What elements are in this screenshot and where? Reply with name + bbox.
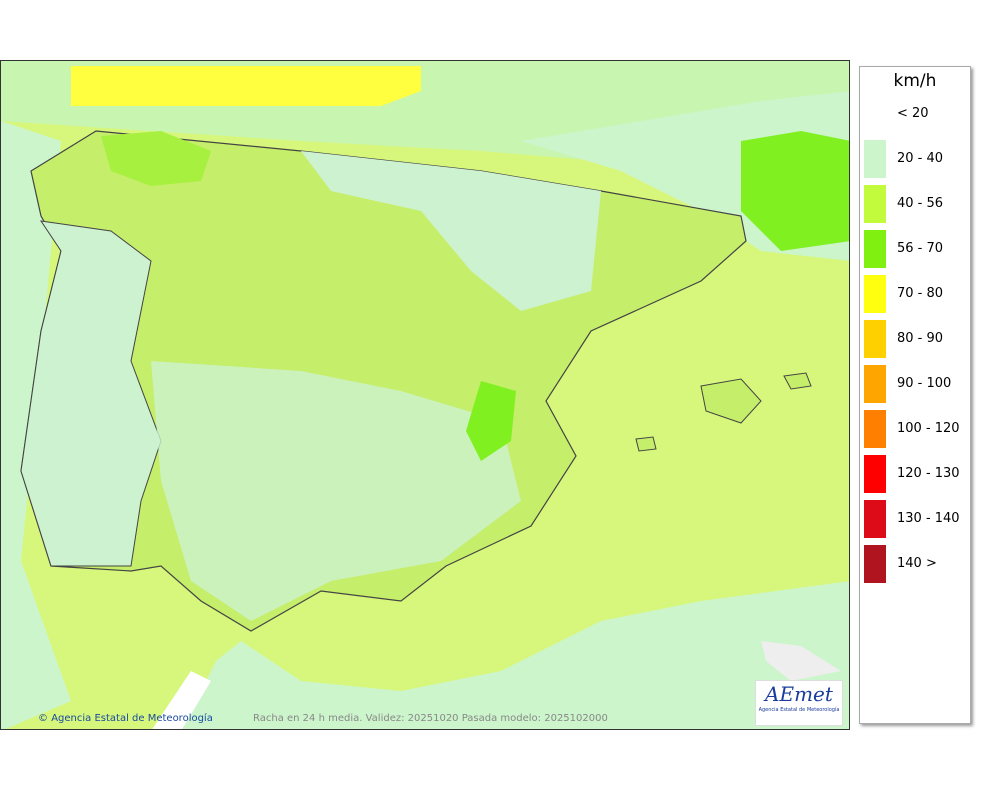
legend-label: 100 - 120 bbox=[897, 421, 960, 436]
logo-name: AEmet bbox=[765, 682, 833, 706]
legend-label: 80 - 90 bbox=[897, 331, 944, 346]
credit-text: Agencia Estatal de Meteorología bbox=[51, 713, 213, 724]
legend-swatch bbox=[864, 230, 886, 268]
logo: AEmet Agencia Estatal de Meteorología bbox=[755, 680, 843, 726]
legend-swatch bbox=[864, 365, 886, 403]
legend-label: 40 - 56 bbox=[897, 196, 944, 211]
legend: km/h < 20 20 - 40 40 - 56 56 - 70 70 - 80 80 … bbox=[859, 66, 971, 724]
legend-unit: km/h bbox=[893, 71, 937, 91]
caption: Racha en 24 h media. Validez: 20251020 P… bbox=[253, 713, 608, 724]
legend-swatch bbox=[864, 455, 886, 493]
legend-label: 56 - 70 bbox=[897, 241, 944, 256]
map bbox=[0, 60, 850, 730]
legend-label: 140 > bbox=[897, 556, 937, 571]
legend-swatch bbox=[864, 320, 886, 358]
logo-subtitle: Agencia Estatal de Meteorología bbox=[758, 707, 840, 713]
legend-swatch bbox=[864, 185, 886, 223]
legend-swatch bbox=[864, 275, 886, 313]
legend-swatch bbox=[864, 500, 886, 538]
credit: © Agencia Estatal de Meteorología bbox=[38, 713, 213, 724]
legend-label: 130 - 140 bbox=[897, 511, 960, 526]
legend-swatch bbox=[864, 410, 886, 448]
legend-swatch bbox=[864, 140, 886, 178]
legend-label: 120 - 130 bbox=[897, 466, 960, 481]
legend-label: 90 - 100 bbox=[897, 376, 952, 391]
map-graphic bbox=[1, 61, 849, 729]
legend-label: 70 - 80 bbox=[897, 286, 944, 301]
legend-label: 20 - 40 bbox=[897, 151, 944, 166]
legend-swatch bbox=[864, 545, 886, 583]
legend-label: < 20 bbox=[897, 106, 929, 121]
